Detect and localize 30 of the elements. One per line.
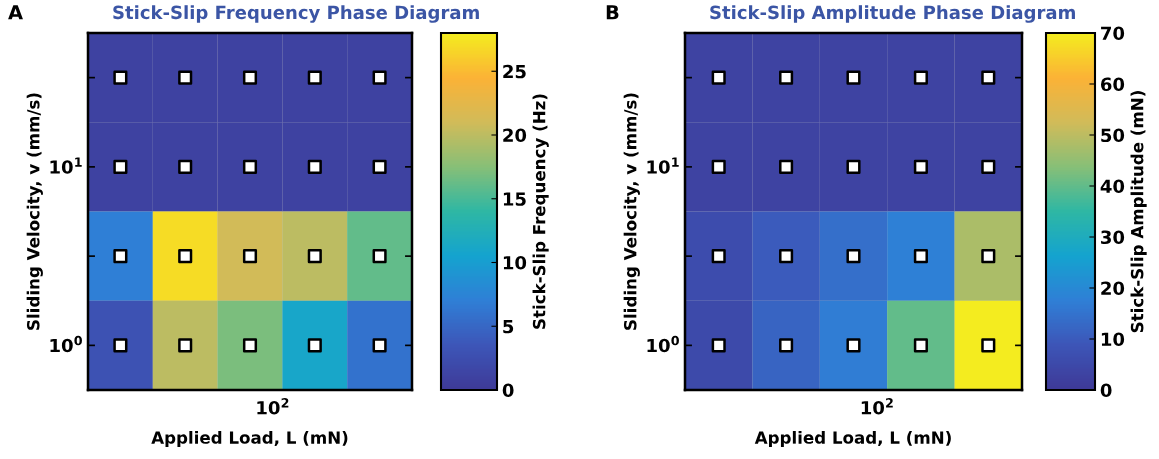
color-bar-label: 40	[1100, 179, 1125, 194]
color-bar-label: 25	[503, 64, 526, 79]
color-bar-label: 70	[1101, 26, 1125, 41]
color-bar-label: 30	[1101, 230, 1125, 245]
y-tick-label: 10$^{1}$	[50, 157, 82, 174]
chart-title: Stick-Slip Frequency Phase Diagram	[113, 5, 479, 23]
color-bar-label: 20	[1101, 281, 1125, 296]
color-bar-label: 50	[1101, 128, 1125, 143]
text: 10$^{2}$	[861, 398, 893, 415]
color-bar-title: Stick-Slip Amplitude (mN)	[1130, 91, 1147, 333]
y-tick-label: 10$^{0}$	[50, 335, 82, 353]
color-bar-label: 5	[503, 319, 514, 334]
y-axis-title: Sliding Velocity, v (mm/s)	[623, 93, 640, 330]
color-bar-label: 0	[502, 383, 514, 398]
color-bar-title: Stick-Slip Frequency (Hz)	[532, 94, 549, 329]
x-axis-title: Applied Load, L (mN)	[754, 430, 951, 448]
text: 10$^{2}$	[257, 398, 289, 415]
chart-title: Stick-Slip Amplitude Phase Diagram	[710, 5, 1075, 23]
x-axis-title: Applied Load, L (mN)	[151, 430, 348, 448]
text: B	[606, 5, 619, 20]
color-bar-label: 15	[503, 192, 526, 206]
color-bar-label: 0	[1100, 383, 1112, 398]
y-axis-title: Sliding Velocity, v (mm/s)	[26, 93, 43, 330]
text: A	[8, 5, 23, 20]
y-tick-label: 10$^{0}$	[647, 335, 679, 353]
color-bar-label: 20	[503, 128, 527, 143]
color-bar-label: 60	[1100, 77, 1125, 92]
y-tick-label: 10$^{1}$	[647, 157, 679, 174]
color-bar-label: 10	[503, 255, 527, 270]
color-bar-label: 10	[1101, 332, 1125, 347]
